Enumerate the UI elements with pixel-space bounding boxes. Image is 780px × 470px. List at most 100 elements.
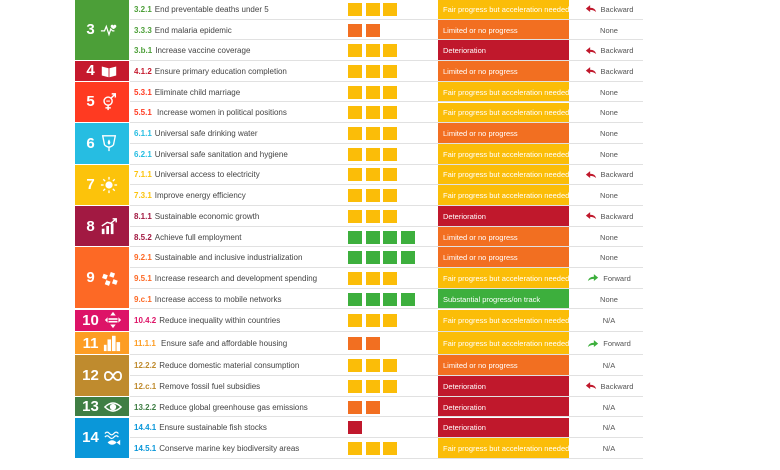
target-cell: 14.4.1 Ensure sustainable fish stocks [134, 418, 267, 439]
trend-label: None [600, 108, 618, 118]
target-code: 11.1.1 [134, 339, 156, 349]
target-cell: 3.2.1 End preventable deaths under 5 [134, 0, 269, 20]
table-row: 11.1.1 Ensure safe and affordable housin… [0, 331, 780, 356]
target-cell: 11.1.1 Ensure safe and affordable housin… [134, 332, 287, 356]
trend-cell: N/A [574, 418, 644, 439]
backward-arrow-icon [585, 46, 596, 54]
progress-square [348, 379, 362, 393]
progress-square [365, 127, 380, 141]
target-cell: 8.5.2 Achieve full employment [134, 227, 242, 248]
trend-cell: Forward [574, 268, 644, 289]
target-code: 6.1.1 [134, 129, 152, 139]
table-row: 4.1.2 Ensure primary education completion… [0, 61, 780, 82]
target-code: 5.3.1 [134, 87, 152, 97]
progress-squares [348, 247, 415, 268]
table-row: 5.5.1 Increase women in political positi… [0, 102, 780, 124]
trend-label: N/A [602, 402, 616, 412]
trend-label: Forward [603, 273, 631, 283]
progress-square [348, 337, 362, 351]
status-cell: Substantial progress/on track [438, 288, 569, 310]
trend-label: Backward [600, 170, 634, 180]
water-drop-icon [101, 135, 116, 152]
target-label: Ensure primary education completion [154, 66, 287, 76]
target-cell: 5.3.1 Eliminate child marriage [134, 82, 240, 103]
table-row: 6.1.1 Universal safe drinking water Limite… [0, 123, 780, 144]
target-label: End malaria epidemic [154, 25, 232, 35]
progress-squares [348, 227, 415, 248]
progress-squares [348, 355, 397, 376]
progress-square [348, 251, 362, 265]
progress-square [348, 168, 362, 182]
progress-squares [348, 82, 397, 103]
progress-square [383, 379, 397, 393]
progress-square [365, 271, 380, 285]
trend-label: Backward [600, 4, 634, 14]
status-cell: Fair progress but acceleration needed [438, 81, 569, 103]
progress-square [365, 230, 380, 244]
table-row: 14.5.1 Conserve marine key biodiversity a… [0, 438, 780, 459]
target-code: 3.3.3 [134, 25, 152, 35]
status-cell: Fair progress but acceleration needed [438, 0, 569, 20]
goal-number: 5 [86, 93, 95, 111]
goal-9-badge: 9 [75, 247, 129, 310]
target-code: 3.2.1 [134, 4, 152, 14]
table-row: 12.2.2 Reduce domestic material consumpti… [0, 355, 780, 377]
trend-cell: None [574, 20, 644, 41]
forward-arrow-icon [588, 274, 599, 282]
progress-squares [348, 268, 397, 289]
trend-cell: Backward [574, 206, 644, 227]
status-cell: Fair progress but acceleration needed [438, 309, 569, 332]
target-label: Increase research and development spendi… [154, 273, 318, 283]
target-cell: 10.4.2 Reduce inequality within countries [134, 310, 280, 332]
goal-5-badge: 5 [75, 81, 129, 124]
status-cell: Deterioration [438, 417, 569, 439]
target-label: Conserve marine key biodiversity areas [159, 444, 300, 454]
progress-squares [348, 310, 397, 332]
target-code: 4.1.2 [134, 66, 152, 76]
progress-square [365, 337, 380, 351]
table-row: 8.5.2 Achieve full employment Limited or n… [0, 226, 780, 248]
trend-label: N/A [602, 316, 616, 326]
table-row: 9.5.1 Increase research and development s… [0, 268, 780, 289]
status-cell: Limited or no progress [438, 247, 569, 269]
trend-cell: N/A [574, 397, 644, 418]
forward-arrow-icon [588, 339, 599, 347]
trend-label: Backward [600, 381, 634, 391]
target-code: 8.1.1 [134, 211, 152, 221]
progress-square [365, 64, 380, 78]
progress-squares [348, 0, 397, 20]
trend-label: N/A [602, 423, 616, 433]
trend-cell: None [574, 247, 644, 268]
progress-square [348, 2, 362, 16]
progress-square [365, 85, 380, 99]
industry-cubes-icon [101, 271, 118, 286]
progress-square [348, 292, 362, 306]
table-row: 9.c.1 Increase access to mobile networks S… [0, 288, 780, 310]
trend-label: None [600, 149, 618, 159]
progress-square [348, 44, 362, 58]
progress-squares [348, 438, 397, 459]
progress-square [348, 106, 362, 120]
trend-cell: None [574, 227, 644, 248]
progress-square [400, 230, 415, 244]
target-code: 3.b.1 [134, 46, 153, 56]
goal-7-badge: 7 [75, 164, 129, 206]
trend-cell: None [574, 82, 644, 103]
sun-icon [100, 176, 117, 193]
target-label: Remove fossil fuel subsidies [159, 381, 261, 391]
progress-square [348, 359, 362, 373]
target-cell: 7.3.1 Improve energy efficiency [134, 185, 246, 206]
trend-label: Backward [600, 211, 634, 221]
target-cell: 12.2.2 Reduce domestic material consumpti… [134, 355, 299, 376]
progress-square [348, 442, 362, 456]
progress-square [348, 314, 362, 328]
gender-equality-icon [103, 93, 116, 111]
progress-squares [348, 206, 397, 227]
heartbeat-icon [100, 24, 117, 37]
trend-cell: N/A [574, 355, 644, 376]
status-cell: Deterioration [438, 40, 569, 62]
progress-square [383, 127, 397, 141]
target-label: End preventable deaths under 5 [154, 4, 269, 14]
progress-square [383, 442, 397, 456]
